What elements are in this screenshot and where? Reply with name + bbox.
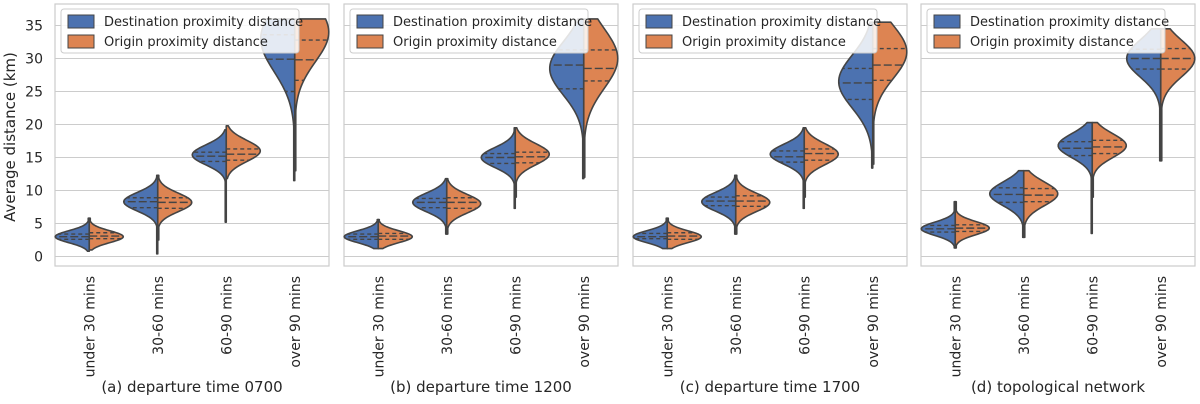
legend: Destination proximity distance Origin pro…	[60, 8, 303, 54]
violin-half-origin	[88, 217, 125, 251]
y-axis-label: Average distance (km)	[1, 52, 19, 222]
panel-xlabel: (d) topological network	[971, 378, 1145, 396]
x-tick-label: over 90 mins	[1154, 276, 1170, 368]
y-tick-label: 5	[34, 217, 43, 233]
y-tick-label: 0	[34, 250, 43, 266]
violin-half-destination	[769, 127, 806, 210]
panel-frame	[343, 3, 619, 267]
legend-label: Origin proximity distance	[104, 35, 268, 50]
legend: Destination proximity distance Origin pro…	[638, 8, 881, 54]
panel-3: under 30 mins 30-60 mins 60-90 mins over 90…	[920, 3, 1196, 396]
violin-half-destination	[191, 128, 228, 223]
violin-half-destination	[988, 169, 1025, 239]
panel-2: under 30 mins 30-60 mins 60-90 mins over 90…	[632, 3, 908, 396]
violin-half-origin	[1159, 28, 1196, 162]
violin-half-origin	[293, 18, 330, 172]
legend: Destination proximity distance Origin pro…	[926, 8, 1169, 54]
panel-1: under 30 mins 30-60 mins 60-90 mins over 90…	[343, 3, 619, 396]
panel-xlabel: (a) departure time 0700	[101, 378, 282, 396]
x-tick-label: 60-90 mins	[219, 276, 235, 355]
y-tick-label: 35	[25, 19, 43, 35]
legend-label: Destination proximity distance	[104, 15, 303, 30]
panel-frame	[920, 3, 1196, 267]
y-tick-label: 20	[25, 118, 43, 134]
violin-half-destination	[122, 174, 159, 255]
x-tick-label: 60-90 mins	[797, 276, 813, 355]
y-tick-label: 15	[25, 151, 43, 167]
legend-label: Destination proximity distance	[682, 15, 881, 30]
x-tick-label: under 30 mins	[660, 276, 676, 377]
violin-half-destination	[480, 127, 517, 210]
legend-swatch	[933, 14, 961, 29]
violin-half-origin	[445, 177, 482, 235]
legend-box	[926, 8, 1166, 54]
panel-xlabel: (c) departure time 1700	[680, 378, 860, 396]
x-tick-label: under 30 mins	[948, 276, 964, 377]
x-tick-label: over 90 mins	[288, 276, 304, 368]
legend-swatch	[356, 34, 384, 49]
x-tick-label: over 90 mins	[577, 276, 593, 368]
violin-half-origin	[871, 21, 908, 165]
violin-half-destination	[700, 174, 737, 235]
panel-frame	[54, 3, 330, 267]
violin-half-origin	[1022, 169, 1059, 239]
legend-swatch	[645, 14, 673, 29]
legend-label: Origin proximity distance	[682, 35, 846, 50]
legend-box	[60, 8, 300, 54]
panel-0: 0 5 10 15 20 25 30 35 under 30 mins 30-60 mins 60-…	[25, 3, 330, 396]
legend-label: Origin proximity distance	[393, 35, 557, 50]
violin-half-origin	[803, 127, 840, 198]
legend: Destination proximity distance Origin pro…	[349, 8, 592, 54]
legend-label: Destination proximity distance	[970, 15, 1169, 30]
x-tick-label: over 90 mins	[866, 276, 882, 368]
legend-label: Origin proximity distance	[970, 35, 1134, 50]
violin-half-destination	[411, 177, 448, 235]
legend-box	[638, 8, 878, 54]
panel-frame	[632, 3, 908, 267]
y-tick-label: 30	[25, 52, 43, 68]
y-tick-label: 25	[25, 85, 43, 101]
legend-swatch	[67, 34, 95, 49]
legend-swatch	[67, 14, 95, 29]
x-tick-label: 60-90 mins	[508, 276, 524, 355]
y-tick-label: 10	[25, 184, 43, 200]
violin-half-origin	[225, 125, 262, 180]
legend-swatch	[356, 14, 384, 29]
violin-half-origin	[1091, 121, 1128, 198]
x-tick-label: 30-60 mins	[440, 276, 456, 355]
x-tick-label: 30-60 mins	[1017, 276, 1033, 355]
legend-box	[349, 8, 589, 54]
legend-swatch	[933, 34, 961, 49]
violin-half-origin	[582, 18, 619, 179]
x-tick-label: under 30 mins	[82, 276, 98, 377]
legend-label: Destination proximity distance	[393, 15, 592, 30]
legend-swatch	[645, 34, 673, 49]
x-tick-label: under 30 mins	[371, 276, 387, 377]
x-tick-label: 30-60 mins	[151, 276, 167, 355]
panel-xlabel: (b) departure time 1200	[390, 378, 572, 396]
violin-half-destination	[1057, 121, 1094, 235]
violin-half-origin	[734, 174, 771, 235]
x-tick-label: 30-60 mins	[729, 276, 745, 355]
x-tick-label: 60-90 mins	[1085, 276, 1101, 355]
